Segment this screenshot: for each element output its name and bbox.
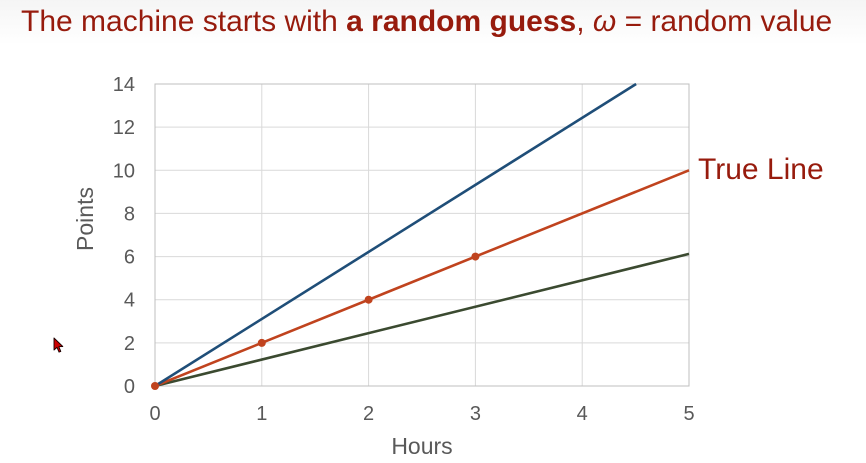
svg-text:10: 10 — [113, 160, 135, 182]
svg-text:6: 6 — [124, 247, 135, 269]
svg-text:12: 12 — [113, 117, 135, 139]
svg-text:Hours: Hours — [391, 433, 452, 459]
svg-text:2: 2 — [124, 333, 135, 355]
svg-text:1: 1 — [256, 403, 267, 425]
svg-text:4: 4 — [577, 403, 588, 425]
svg-text:5: 5 — [683, 403, 694, 425]
svg-text:True Line: True Line — [698, 153, 824, 186]
svg-text:2: 2 — [363, 403, 374, 425]
svg-text:Points: Points — [72, 187, 98, 251]
svg-text:4: 4 — [124, 290, 135, 312]
svg-text:0: 0 — [124, 376, 135, 398]
svg-text:0: 0 — [149, 403, 160, 425]
svg-text:8: 8 — [124, 203, 135, 225]
svg-text:3: 3 — [470, 403, 481, 425]
svg-text:14: 14 — [113, 74, 135, 96]
